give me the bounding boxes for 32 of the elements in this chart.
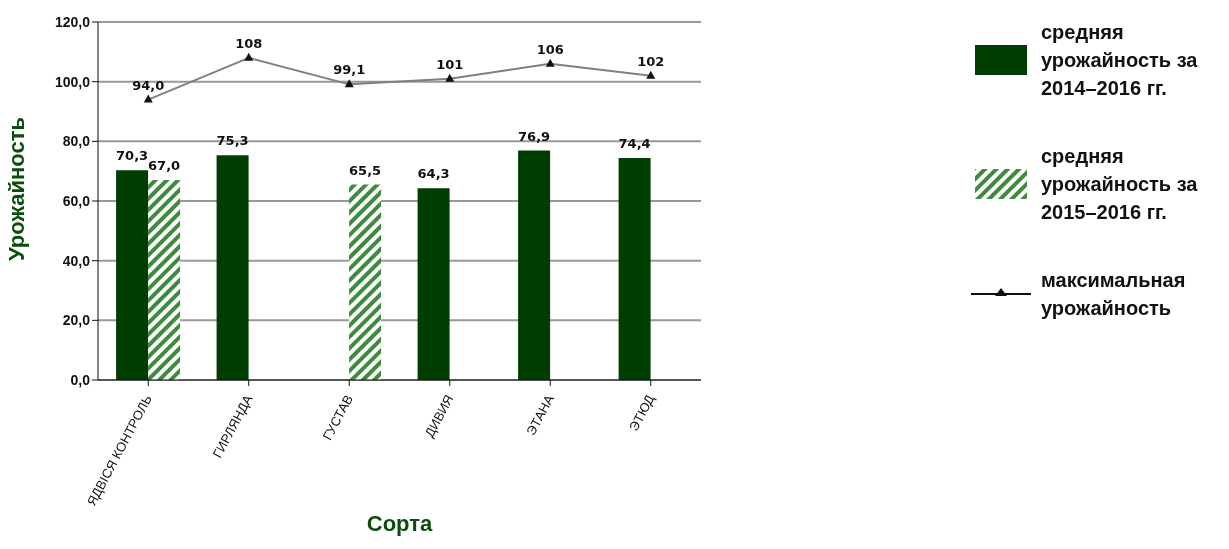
x-axis-title: Сорта (366, 511, 434, 536)
data-label: 101 (436, 56, 464, 72)
data-label: 102 (637, 53, 665, 69)
legend-label: средняя урожайность за 2014–2016 гг. (1041, 20, 1199, 101)
data-label: 99,1 (333, 62, 366, 78)
y-tick-label: 0,0 (70, 371, 91, 388)
y-tick-label: 80,0 (62, 133, 91, 150)
data-label: 76,9 (518, 128, 551, 144)
y-tick-label: 20,0 (62, 312, 91, 329)
data-label: 70,3 (116, 148, 149, 164)
bar (116, 170, 149, 380)
data-label: 74,4 (618, 136, 651, 152)
bar (518, 150, 551, 380)
y-tick-label: 60,0 (62, 192, 91, 209)
data-label: 64,3 (417, 166, 450, 182)
data-label: 67,0 (148, 158, 181, 174)
y-tick-label: 40,0 (62, 252, 91, 269)
data-label: 108 (235, 35, 263, 51)
y-tick-label: 100,0 (54, 73, 91, 90)
bar (148, 180, 181, 380)
bar (349, 184, 382, 380)
data-label: 75,3 (216, 133, 249, 149)
bar (618, 158, 651, 380)
bar (417, 188, 450, 380)
y-axis-title: Урожайность (3, 116, 29, 261)
data-label: 65,5 (349, 162, 382, 178)
data-label: 94,0 (132, 77, 165, 93)
bar (216, 155, 249, 380)
legend-label: средняя урожайность за 2015–2016 гг. (1041, 144, 1199, 225)
legend-label: максимальная урожайность (1041, 268, 1187, 321)
y-tick-label: 120,0 (54, 13, 91, 30)
data-label: 106 (536, 41, 564, 57)
